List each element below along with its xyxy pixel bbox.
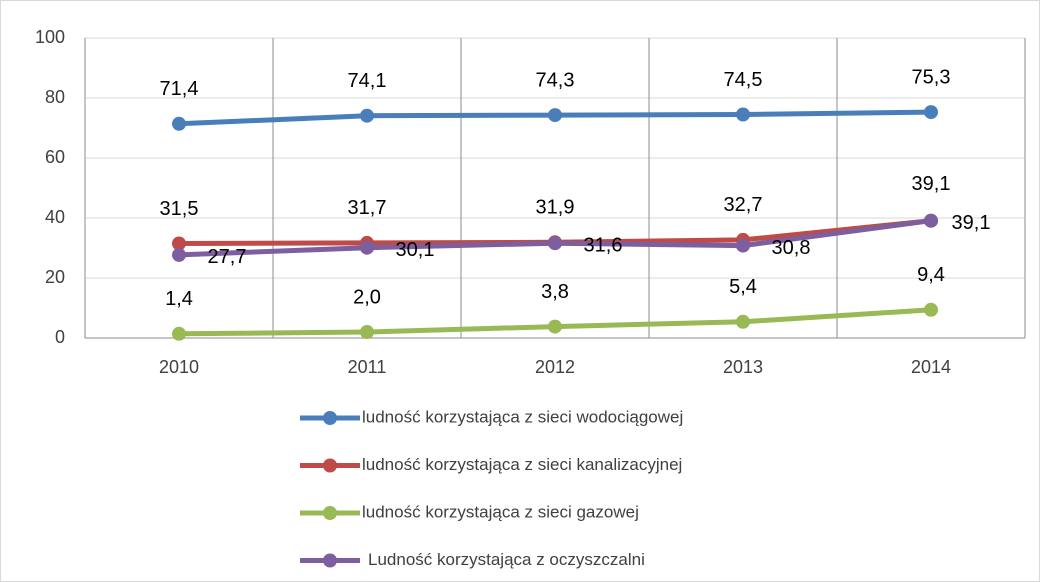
data-label: 75,3 xyxy=(912,66,951,88)
data-label: 3,8 xyxy=(541,281,569,303)
data-label: 32,7 xyxy=(724,194,763,216)
x-tick-label: 2010 xyxy=(159,357,199,377)
data-point xyxy=(548,236,562,251)
x-tick-label: 2012 xyxy=(535,357,575,377)
data-label: 5,4 xyxy=(729,276,757,298)
data-point xyxy=(548,319,562,334)
data-label: 74,1 xyxy=(348,70,387,92)
legend-marker xyxy=(323,506,337,520)
data-point xyxy=(924,302,938,317)
x-tick-label: 2011 xyxy=(348,357,387,377)
data-label: 1,4 xyxy=(165,288,193,310)
y-tick-label: 60 xyxy=(45,147,65,167)
data-label: 2,0 xyxy=(353,286,381,308)
data-label: 74,3 xyxy=(536,69,575,91)
legend-label: ludność korzystająca z sieci gazowej xyxy=(362,502,639,521)
legend-marker xyxy=(323,458,337,473)
data-point xyxy=(172,326,186,341)
data-label: 71,4 xyxy=(160,78,199,100)
data-point xyxy=(736,314,750,329)
data-point xyxy=(736,107,750,122)
legend-label: ludność korzystająca z sieci kanalizacyj… xyxy=(362,455,682,474)
data-label: 39,1 xyxy=(912,173,951,195)
data-point xyxy=(360,108,374,123)
x-tick-label: 2014 xyxy=(911,357,951,377)
data-point xyxy=(360,240,374,255)
legend-marker xyxy=(323,553,337,568)
data-label: 31,9 xyxy=(536,197,575,219)
x-tick-label: 2013 xyxy=(723,357,763,377)
data-label: 27,7 xyxy=(208,246,247,268)
y-tick-label: 40 xyxy=(45,207,65,227)
data-label: 74,5 xyxy=(724,69,763,91)
data-label: 31,5 xyxy=(160,198,199,220)
data-label: 31,7 xyxy=(348,197,387,219)
data-point xyxy=(736,238,750,253)
y-tick-label: 100 xyxy=(35,27,65,47)
y-tick-label: 20 xyxy=(45,267,65,287)
data-point xyxy=(172,247,186,262)
data-point xyxy=(548,108,562,123)
legend-label: ludność korzystająca z sieci wodociągowe… xyxy=(362,407,683,426)
data-point xyxy=(172,116,186,131)
data-point xyxy=(924,105,938,120)
legend-marker xyxy=(323,411,337,425)
y-tick-label: 0 xyxy=(55,327,65,347)
legend-label: Ludność korzystająca z oczyszczalni xyxy=(368,550,645,569)
data-point xyxy=(360,325,374,339)
data-label: 39,1 xyxy=(952,212,991,234)
data-label: 30,1 xyxy=(396,239,435,261)
data-label: 31,6 xyxy=(584,234,623,256)
data-point xyxy=(924,213,938,228)
y-tick-label: 80 xyxy=(45,87,65,107)
data-label: 9,4 xyxy=(917,264,945,286)
data-point xyxy=(172,236,186,251)
data-label: 30,8 xyxy=(772,237,811,259)
